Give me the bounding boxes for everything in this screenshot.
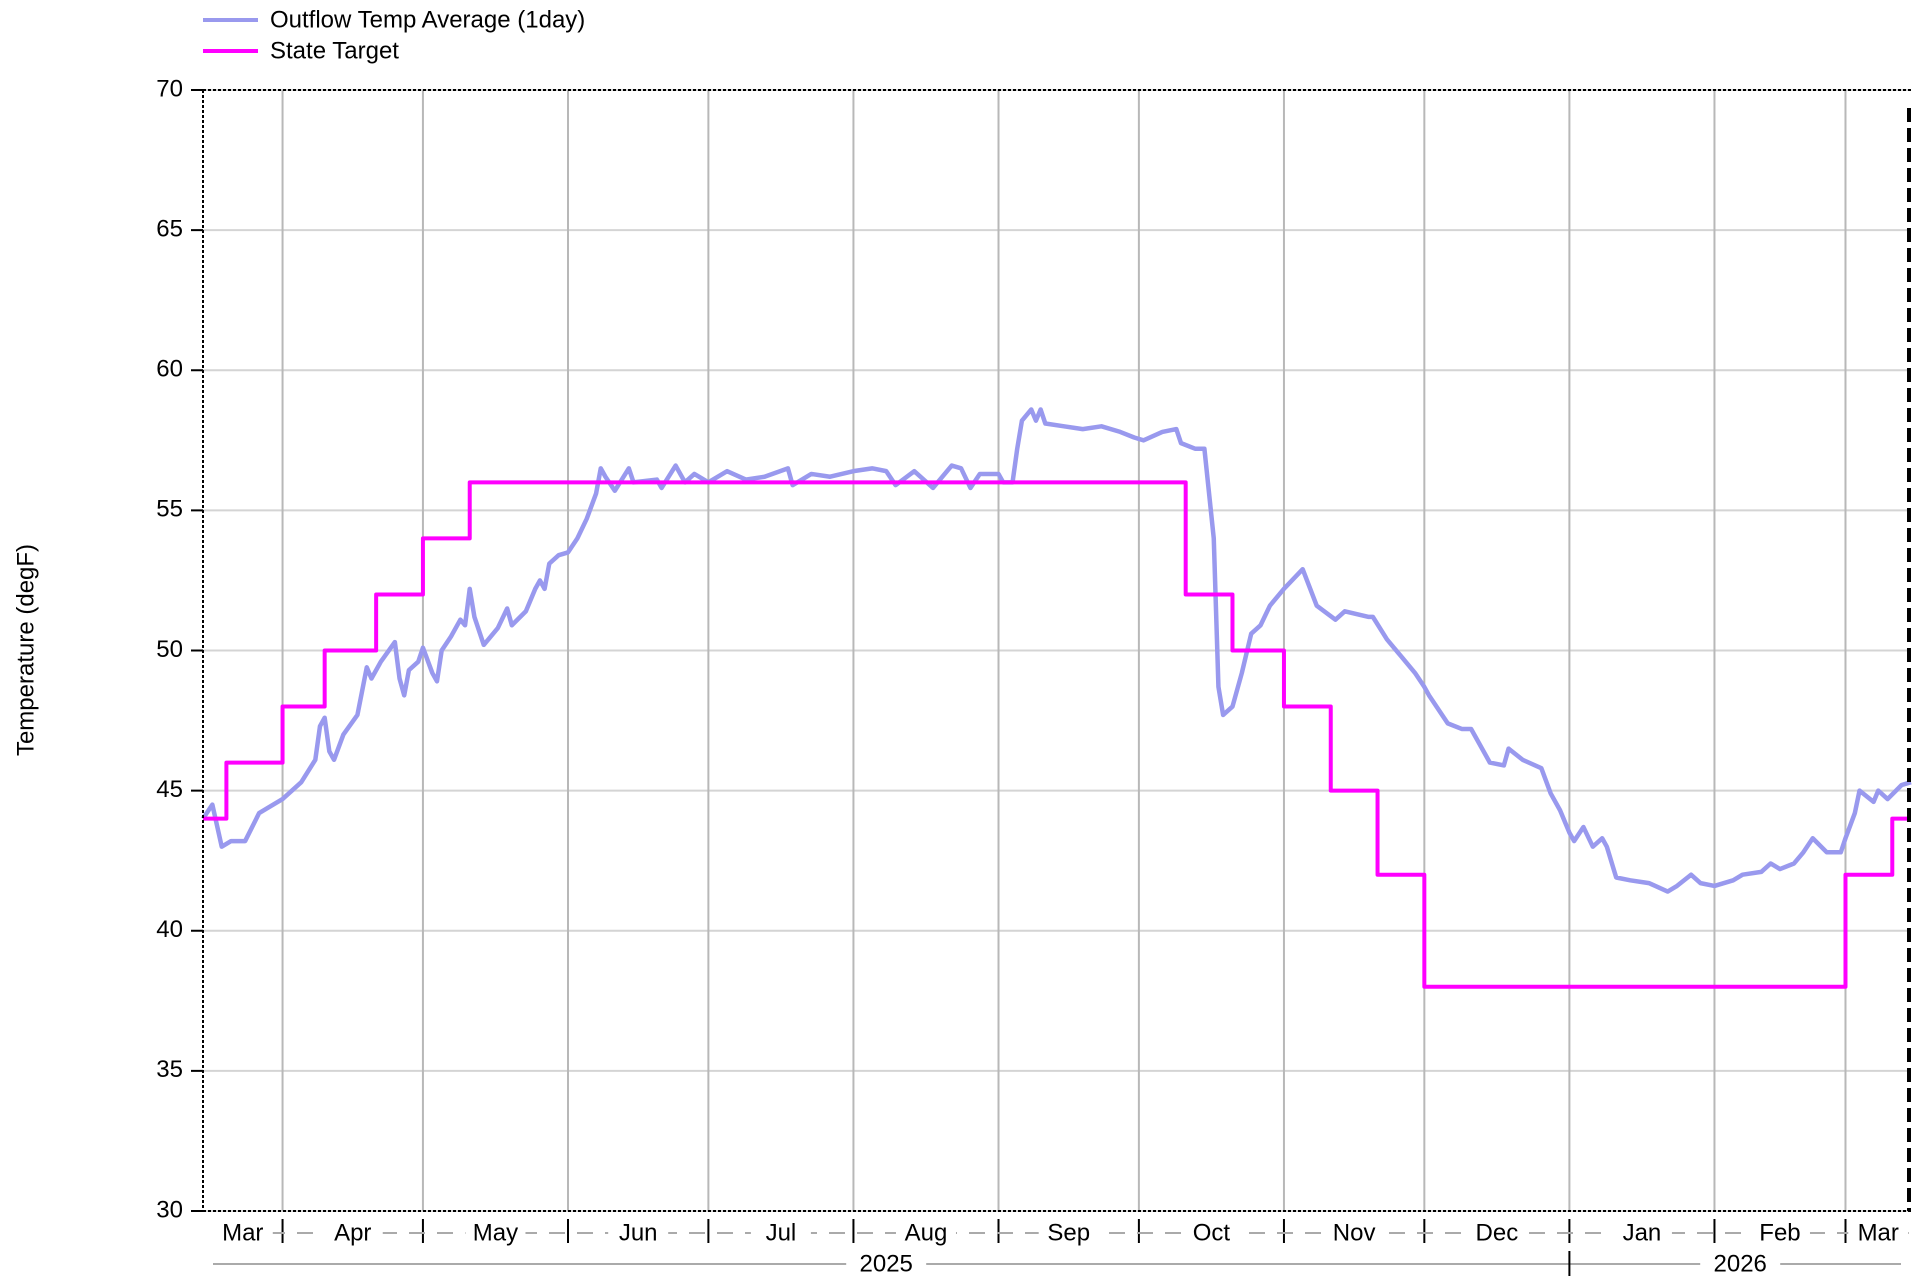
label-bg [465, 1219, 526, 1247]
x-tick-label: Jan [1623, 1219, 1662, 1246]
label-bg [1466, 1219, 1527, 1247]
y-tick-label: 60 [156, 356, 183, 383]
y-tick-label: 55 [156, 496, 183, 523]
y-tick-label: 70 [156, 75, 183, 102]
label-bg [212, 1219, 273, 1247]
label-bg [1848, 1219, 1909, 1247]
label-bg [846, 1250, 927, 1278]
label-bg [1749, 1219, 1810, 1247]
x-tick-label: Dec [1476, 1219, 1519, 1246]
x-tick-label: Jun [619, 1219, 658, 1246]
x-tick-label: Mar [1858, 1219, 1899, 1246]
label-bg [750, 1219, 811, 1247]
y-tick-label: 30 [156, 1196, 183, 1223]
label-bg [1038, 1219, 1099, 1247]
x-tick-label: Jul [766, 1219, 797, 1246]
label-bg [1700, 1250, 1781, 1278]
series-line [201, 407, 1912, 894]
y-tick-label: 65 [156, 215, 183, 242]
year-label: 2025 [860, 1250, 913, 1277]
label-bg [322, 1219, 383, 1247]
label-bg [1611, 1219, 1672, 1247]
x-tick-label: Feb [1759, 1219, 1800, 1246]
label-bg [1181, 1219, 1242, 1247]
x-tick-label: May [473, 1219, 518, 1246]
x-tick-label: Mar [222, 1219, 263, 1246]
x-tick-label: Apr [334, 1219, 371, 1246]
x-tick-label: Nov [1333, 1219, 1376, 1246]
legend-label: Outflow Temp Average (1day) [270, 6, 585, 33]
series-line [203, 480, 1911, 989]
y-tick-label: 35 [156, 1056, 183, 1083]
y-axis-label: Temperature (degF) [12, 544, 39, 756]
x-tick-label: Sep [1047, 1219, 1090, 1246]
y-tick-label: 40 [156, 916, 183, 943]
label-bg [608, 1219, 669, 1247]
year-label: 2026 [1714, 1250, 1767, 1277]
y-tick-label: 50 [156, 636, 183, 663]
label-bg [1324, 1219, 1385, 1247]
x-tick-label: Oct [1193, 1219, 1231, 1246]
legend-label: State Target [270, 37, 399, 64]
y-tick-label: 45 [156, 776, 183, 803]
label-bg [895, 1219, 956, 1247]
x-tick-label: Aug [905, 1219, 948, 1246]
